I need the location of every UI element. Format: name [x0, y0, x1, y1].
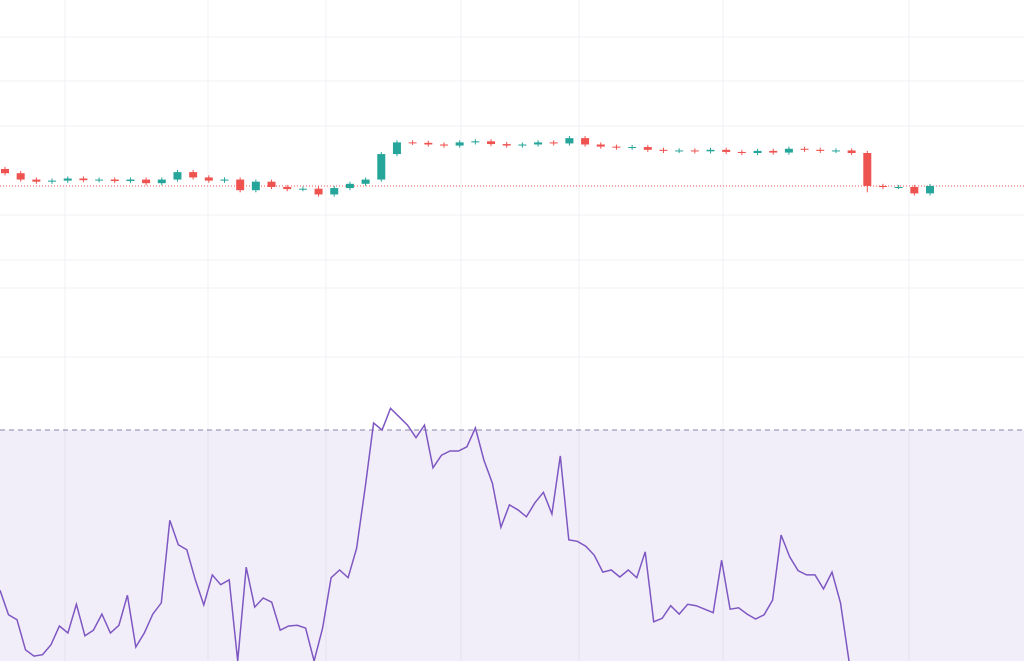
candle-body	[784, 148, 793, 153]
candle-body	[267, 181, 276, 187]
candle-body	[831, 150, 840, 152]
candle-body	[189, 172, 198, 178]
candle-body	[408, 142, 417, 144]
candle-body	[659, 149, 668, 151]
candle-body	[596, 144, 605, 147]
candle-body	[816, 149, 825, 151]
candle-body	[1, 168, 9, 174]
rsi-line	[0, 406, 850, 661]
candle-body	[439, 144, 448, 146]
candle-body	[392, 142, 401, 155]
candle-body	[753, 150, 762, 153]
candle-body	[502, 144, 511, 146]
candle-body	[675, 150, 684, 152]
candle-body	[706, 149, 715, 152]
candle-body	[863, 153, 872, 186]
candle-body	[283, 187, 292, 190]
candle-body	[628, 147, 637, 149]
candle-body	[204, 177, 213, 181]
candle-body	[690, 150, 699, 152]
candle-body	[737, 151, 746, 153]
candle-body	[910, 187, 919, 194]
candle-body	[769, 150, 778, 153]
candle-body	[345, 183, 354, 189]
candle-body	[251, 181, 260, 191]
candle-body	[534, 142, 543, 145]
candle-body	[424, 142, 433, 145]
candle-body	[95, 179, 104, 181]
candle-body	[79, 178, 88, 181]
candle-body	[847, 150, 856, 153]
candle-body	[471, 141, 480, 143]
candle-body	[800, 148, 809, 150]
candle-body	[236, 179, 245, 191]
candle-body	[565, 138, 574, 144]
candle-body	[330, 188, 339, 195]
candle-body	[455, 142, 464, 146]
candle-body	[48, 180, 57, 182]
candle-body	[643, 147, 652, 150]
candle-body	[16, 173, 25, 180]
candle-body	[126, 179, 135, 182]
rsi-band	[0, 430, 1024, 661]
candle-body	[361, 179, 370, 184]
candle-body	[894, 187, 903, 188]
candle-body	[549, 142, 558, 144]
candle-body	[63, 178, 72, 181]
candle-body	[157, 179, 166, 184]
candle-body	[518, 144, 527, 146]
candle-body	[377, 154, 386, 180]
candle-body	[32, 179, 41, 182]
candle-body	[314, 188, 323, 195]
candle-body	[722, 149, 731, 152]
candle-body	[612, 146, 621, 148]
candle-body	[173, 172, 182, 180]
candle-body	[926, 185, 934, 194]
candle-body	[487, 141, 496, 145]
candle-body	[298, 188, 307, 190]
candle-body	[220, 179, 229, 181]
candle-body	[142, 179, 151, 184]
candle-body	[581, 138, 590, 145]
candle-body	[878, 185, 887, 187]
candle-body	[110, 179, 119, 182]
